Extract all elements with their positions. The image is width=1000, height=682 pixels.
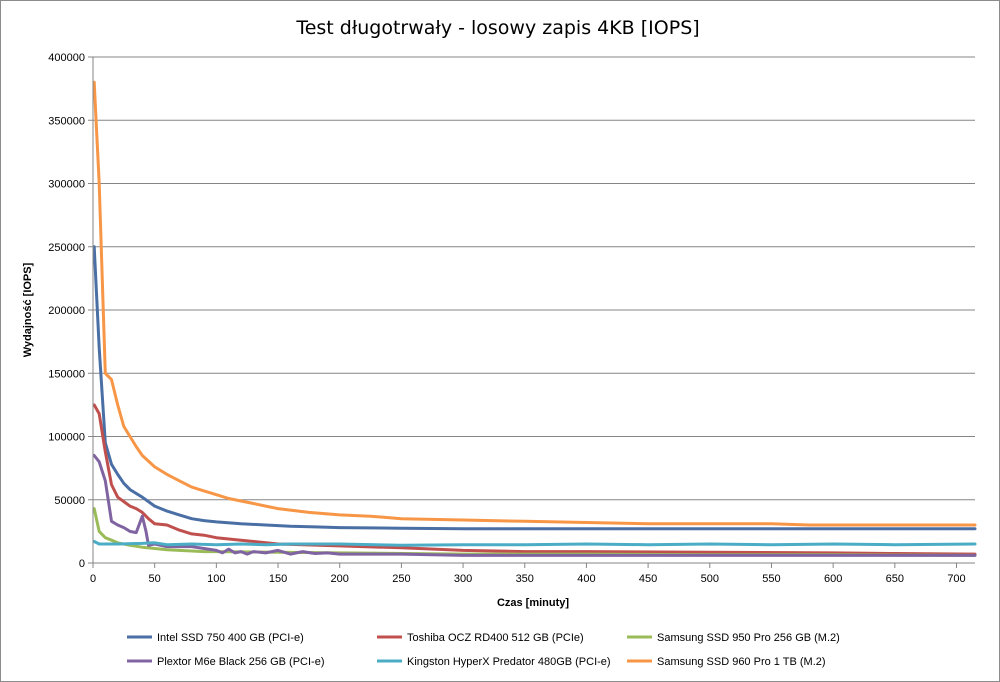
legend: Intel SSD 750 400 GB (PCI-e) Toshiba OCZ … [127,632,840,668]
x-tick-label-6: 300 [454,573,472,585]
x-tick-label-1: 50 [149,573,161,585]
x-tick-label-9: 450 [639,573,657,585]
y-tick-label-7: 350000 [48,115,85,127]
y-tick-label-6: 300000 [48,179,85,191]
chart-title: Test długotrwały - losowy zapis 4KB [IOP… [295,17,699,39]
y-tick-label-2: 100000 [48,432,85,444]
x-tick-label-5: 250 [392,573,410,585]
legend-label-4: Kingston HyperX Predator 480GB (PCI-e) [407,656,611,668]
x-tick-label-14: 700 [947,573,965,585]
gridlines [93,56,975,501]
x-axis-label: Czas [minuty] [497,597,569,609]
legend-label-0: Intel SSD 750 400 GB (PCI-e) [157,632,304,644]
y-tick-label-0: 0 [79,558,85,570]
x-tick-label-0: 0 [90,573,96,585]
legend-label-5: Samsung SSD 960 Pro 1 TB (M.2) [657,656,826,668]
y-tick-label-4: 200000 [48,305,85,317]
y-tick-label-5: 250000 [48,242,85,254]
series-line-2 [92,507,977,557]
x-tick-label-4: 200 [331,573,349,585]
y-tick-label-8: 400000 [48,52,85,64]
x-tick-label-3: 150 [269,573,287,585]
series-line-1 [92,403,977,556]
x-tick-label-12: 600 [824,573,842,585]
series-line-3 [92,454,977,557]
y-tick-label-3: 150000 [48,368,85,380]
series-line-5 [92,80,977,527]
legend-label-3: Plextor M6e Black 256 GB (PCI-e) [157,656,325,668]
x-axis-ticks: 0 50 100 150 200 250 300 350 400 450 500 550 600 650 7… [90,563,966,585]
x-tick-label-13: 650 [886,573,904,585]
x-tick-label-8: 400 [577,573,595,585]
series-line-4 [92,540,977,547]
legend-label-2: Samsung SSD 950 Pro 256 GB (M.2) [657,632,840,644]
x-tick-label-10: 500 [701,573,719,585]
y-tick-label-1: 50000 [54,495,85,507]
y-axis-ticks: 0 50000 100000 150000 200000 250000 300000 3500… [48,52,93,570]
x-tick-label-7: 350 [516,573,534,585]
series-line-0 [92,245,977,531]
x-tick-label-2: 100 [207,573,225,585]
legend-label-1: Toshiba OCZ RD400 512 GB (PCIe) [407,632,584,644]
y-axis-label: Wydajność [IOPS] [22,262,34,357]
series-lines [92,80,977,557]
x-tick-label-11: 550 [762,573,780,585]
